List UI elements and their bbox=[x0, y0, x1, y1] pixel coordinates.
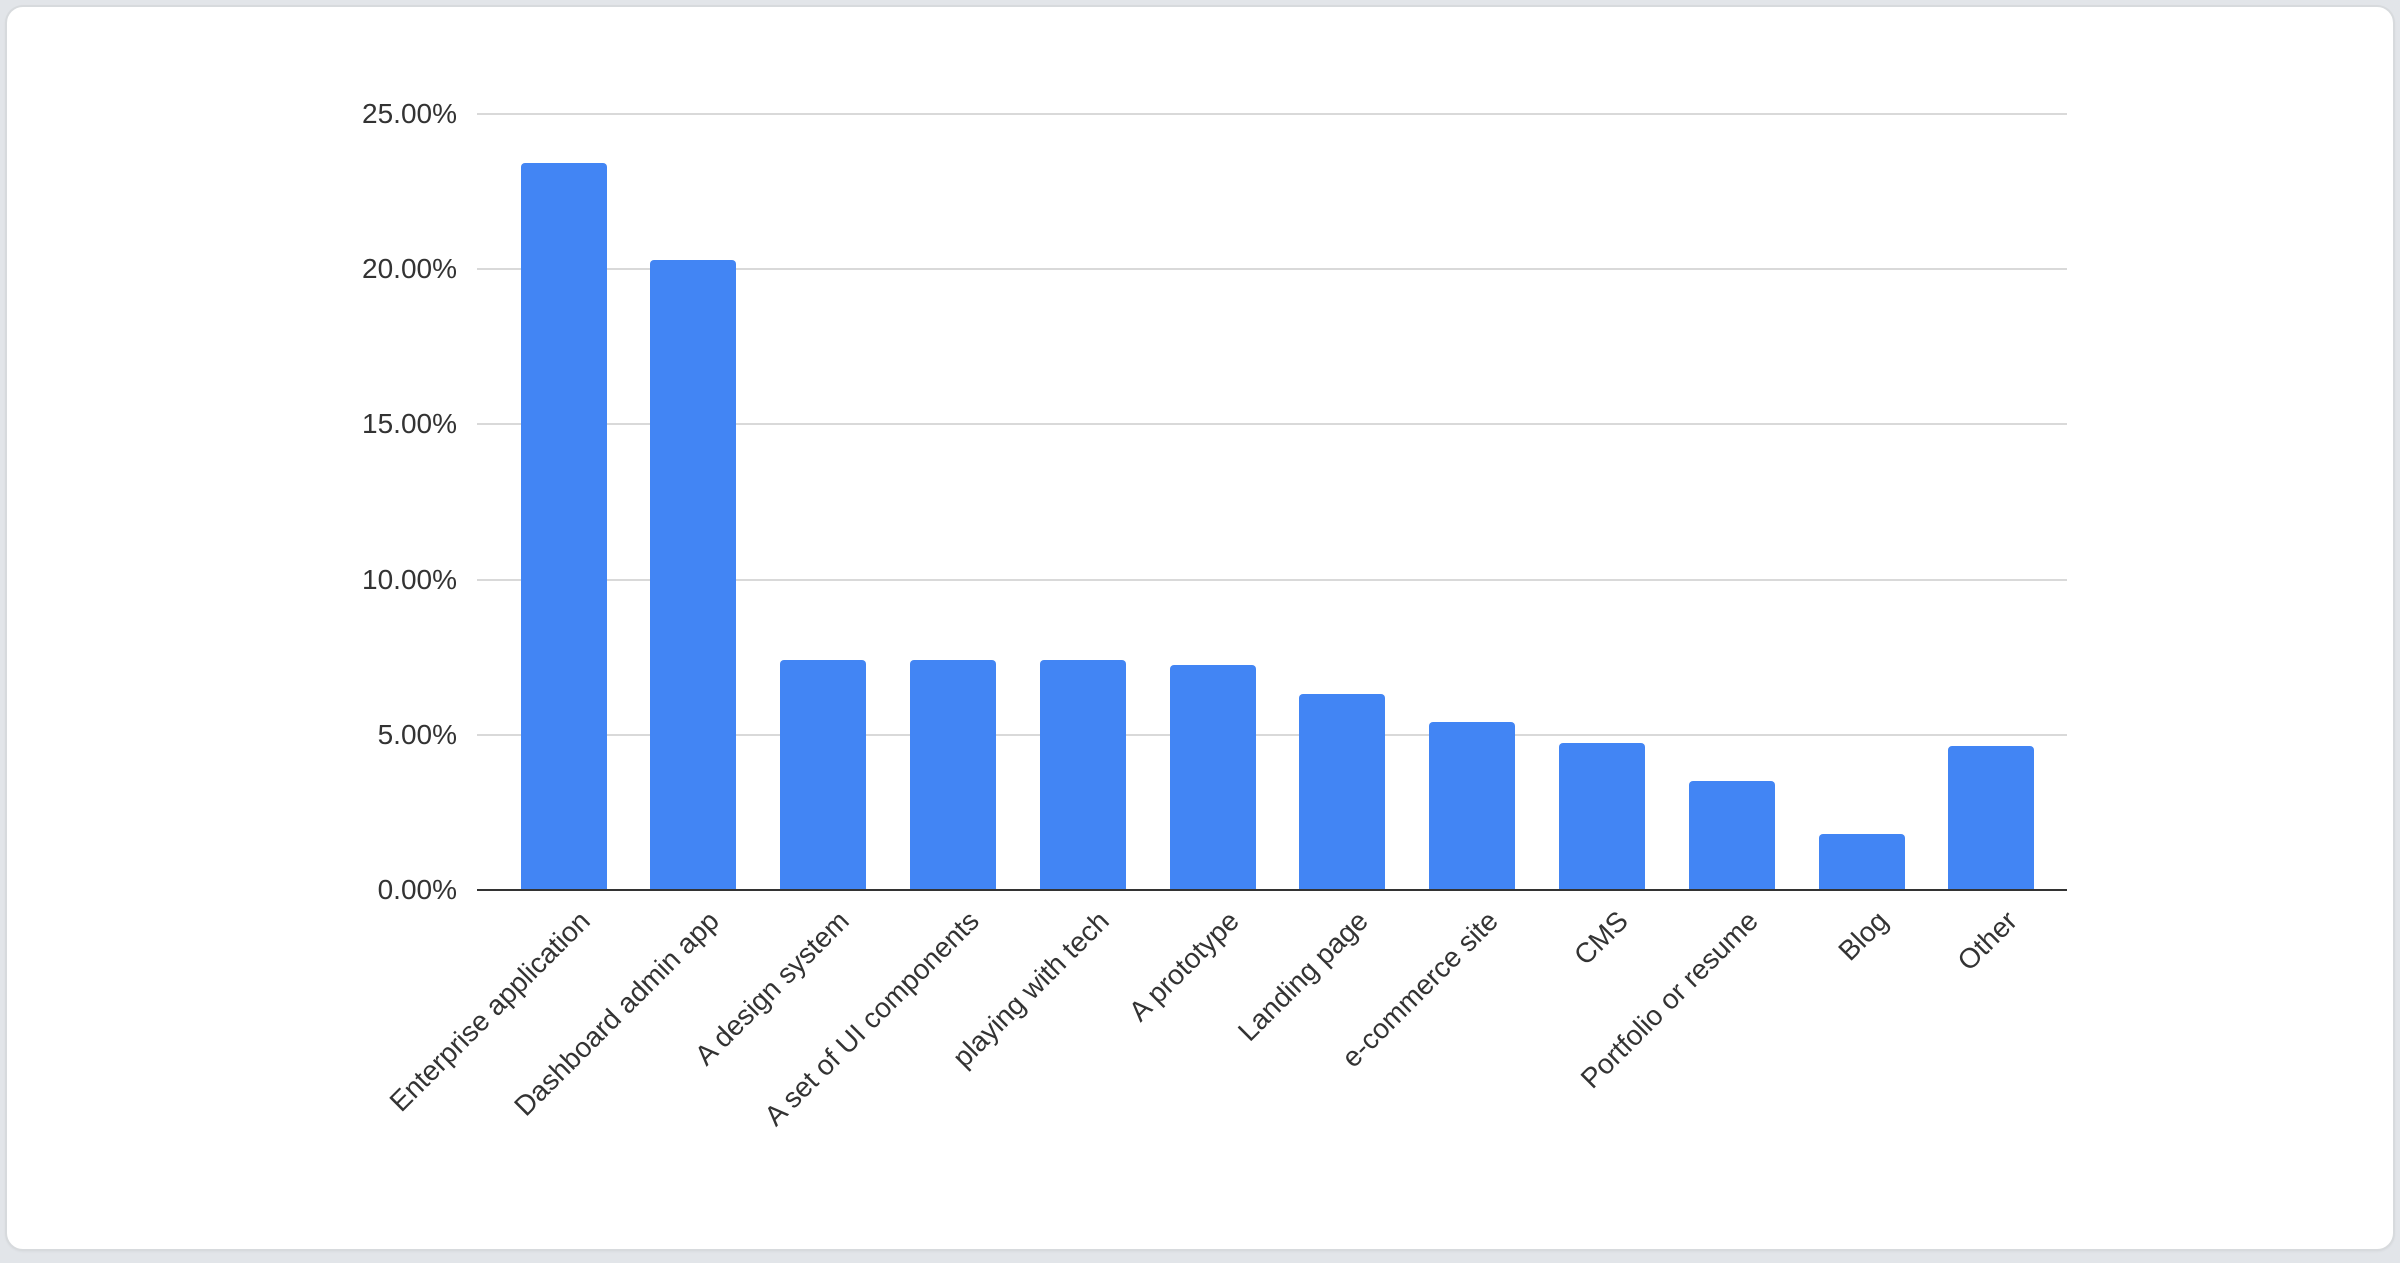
y-axis-tick-label: 10.00% bbox=[362, 563, 457, 595]
bar-other[interactable] bbox=[1948, 745, 2035, 890]
bar-e-commerce-site[interactable] bbox=[1429, 722, 1516, 890]
gridline-10.00% bbox=[477, 578, 2067, 581]
bar-blog[interactable] bbox=[1818, 834, 1905, 890]
gridline-15.00% bbox=[477, 423, 2067, 426]
y-axis-tick-label: 5.00% bbox=[377, 718, 457, 750]
chart-card: 0.00% 5.00% 10.00% 15.00% 20.00% 25.00% Enterp… bbox=[5, 5, 2395, 1251]
bar-chart-plot-area: 0.00% 5.00% 10.00% 15.00% 20.00% 25.00% Enterp… bbox=[7, 7, 2400, 1263]
x-axis-baseline bbox=[477, 889, 2067, 891]
y-axis-tick-label: 15.00% bbox=[362, 408, 457, 440]
bar-portfolio-or-resume[interactable] bbox=[1688, 781, 1775, 890]
bar-playing-with-tech[interactable] bbox=[1039, 660, 1126, 890]
bar-landing-page[interactable] bbox=[1299, 694, 1386, 890]
bar-cms[interactable] bbox=[1558, 742, 1645, 890]
bar-enterprise-application[interactable] bbox=[520, 163, 607, 890]
y-axis-tick-label: 20.00% bbox=[362, 253, 457, 284]
gridline-25.00% bbox=[477, 112, 2067, 115]
y-axis-tick-label: 25.00% bbox=[362, 97, 457, 129]
gridline-20.00% bbox=[477, 268, 2067, 270]
bar-a-set-of-ui-components[interactable] bbox=[909, 660, 996, 890]
bar-a-design-system[interactable] bbox=[780, 660, 867, 890]
bar-dashboard-admin-app[interactable] bbox=[650, 259, 737, 890]
bar-a-prototype[interactable] bbox=[1169, 664, 1256, 890]
gridline-5.00% bbox=[477, 733, 2067, 736]
y-axis-tick-label: 0.00% bbox=[377, 874, 457, 905]
